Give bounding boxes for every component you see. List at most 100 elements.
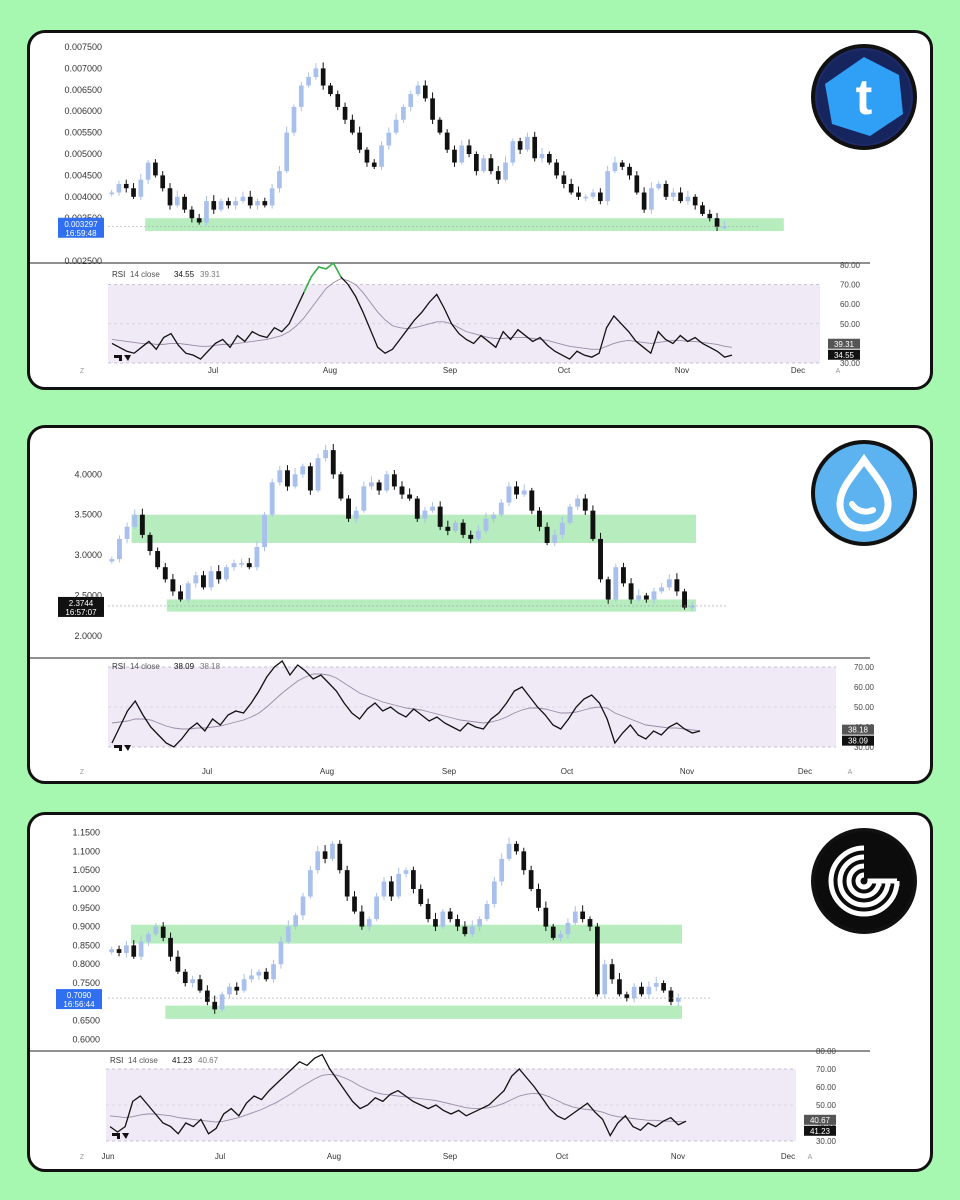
candle-body — [393, 119, 399, 133]
rsi-line — [111, 660, 701, 748]
month-label: Jul — [215, 1152, 225, 1161]
candle-body — [399, 486, 405, 495]
candle-body — [539, 154, 545, 159]
rsi-tick-label: 50.00 — [816, 1101, 837, 1110]
candle-body — [587, 919, 593, 927]
rsi-label: RSI — [110, 1056, 123, 1065]
candle-body — [452, 149, 457, 163]
candle-body — [415, 85, 421, 95]
candle-body — [685, 196, 691, 202]
candle-body — [328, 85, 333, 95]
candle-body — [330, 450, 336, 475]
candle-body — [550, 926, 556, 938]
candle-body — [460, 522, 466, 535]
price-tick-label: 0.6500 — [72, 1016, 100, 1026]
candle-body — [292, 474, 298, 487]
telcoin-logo-mark: t — [817, 50, 911, 144]
month-label: Aug — [323, 366, 337, 375]
candle-body — [689, 605, 695, 608]
support-zone — [166, 599, 697, 612]
candle-body — [425, 904, 431, 920]
candle-body — [315, 851, 321, 871]
candle-body — [477, 919, 482, 927]
candle-body — [269, 482, 275, 515]
candle-body — [498, 502, 504, 515]
candle-body — [641, 192, 647, 210]
candle-body — [167, 188, 173, 206]
candle-body — [132, 514, 138, 527]
candle-body — [418, 888, 424, 905]
price-tick-label: 1.0500 — [72, 865, 100, 875]
candle-body — [567, 506, 573, 523]
candle-body — [619, 162, 625, 167]
candle-body — [285, 926, 291, 942]
candle-body — [291, 106, 297, 133]
candle-body — [430, 506, 435, 511]
corner-a-label: A — [808, 1154, 813, 1161]
tradingview-watermark-icon — [114, 745, 131, 751]
month-label: Nov — [671, 1152, 685, 1161]
rsi-value: 38.09 — [174, 662, 195, 671]
candle-body — [371, 162, 377, 167]
rsi-params: 14 close — [130, 270, 160, 279]
candle-body — [437, 506, 443, 527]
candle-body — [674, 579, 680, 592]
candle-body — [160, 926, 166, 938]
candle-body — [342, 106, 348, 120]
rsi-ma-tag-value: 38.18 — [848, 726, 869, 735]
rsi-tick-label: 30.00 — [816, 1137, 837, 1146]
tradingview-watermark-icon — [112, 1133, 129, 1139]
candle-body — [546, 154, 552, 163]
candle-body — [285, 470, 290, 487]
candle-body — [231, 563, 237, 568]
candle-body — [682, 591, 687, 608]
candle-body — [306, 76, 311, 86]
price-tick-label: 0.8500 — [72, 940, 100, 950]
candle-body — [139, 514, 145, 535]
candle-body — [247, 196, 253, 206]
candle-body — [468, 534, 474, 539]
candle-body — [300, 896, 306, 916]
rsi-value-tag — [804, 1125, 836, 1136]
candle-body — [307, 466, 313, 491]
candle-body — [146, 934, 151, 942]
candle-body — [558, 934, 563, 938]
rsi-value-tag-value: 38.09 — [848, 737, 869, 746]
candle-body — [153, 926, 159, 935]
rsi-params: 14 close — [128, 1056, 158, 1065]
candle-body — [160, 175, 166, 189]
candle-body — [153, 162, 158, 176]
candle-body — [536, 888, 541, 908]
candle-body — [346, 498, 351, 519]
candle-body — [234, 986, 240, 991]
candle-body — [240, 196, 246, 202]
candle-body — [649, 188, 654, 210]
candle-body — [168, 937, 173, 957]
corner-z-label: Z — [80, 769, 85, 776]
candle-body — [337, 843, 343, 871]
candle-body — [381, 881, 387, 897]
candle-body — [598, 192, 603, 202]
candle-body — [714, 218, 720, 227]
candle-body — [483, 518, 489, 531]
rsi-ma-line — [109, 1073, 687, 1123]
rsi-line — [111, 262, 733, 360]
month-label: Jul — [202, 767, 212, 776]
candle-body — [263, 971, 269, 980]
candle-body — [254, 547, 260, 568]
candle-body — [117, 538, 122, 560]
candle-body — [469, 926, 475, 935]
rsi-line — [109, 1053, 687, 1137]
candle-body — [445, 526, 451, 531]
candle-body — [212, 1001, 218, 1010]
candle-body — [116, 949, 122, 953]
tradingview-watermark-icon — [114, 355, 131, 361]
candle-body — [495, 171, 501, 180]
candle-body — [692, 196, 698, 206]
candle-body — [335, 94, 341, 107]
candle-body — [590, 510, 596, 539]
support-zone — [165, 1005, 682, 1019]
candle-body — [298, 85, 304, 107]
candle-body — [537, 510, 542, 527]
candle-body — [239, 563, 245, 565]
